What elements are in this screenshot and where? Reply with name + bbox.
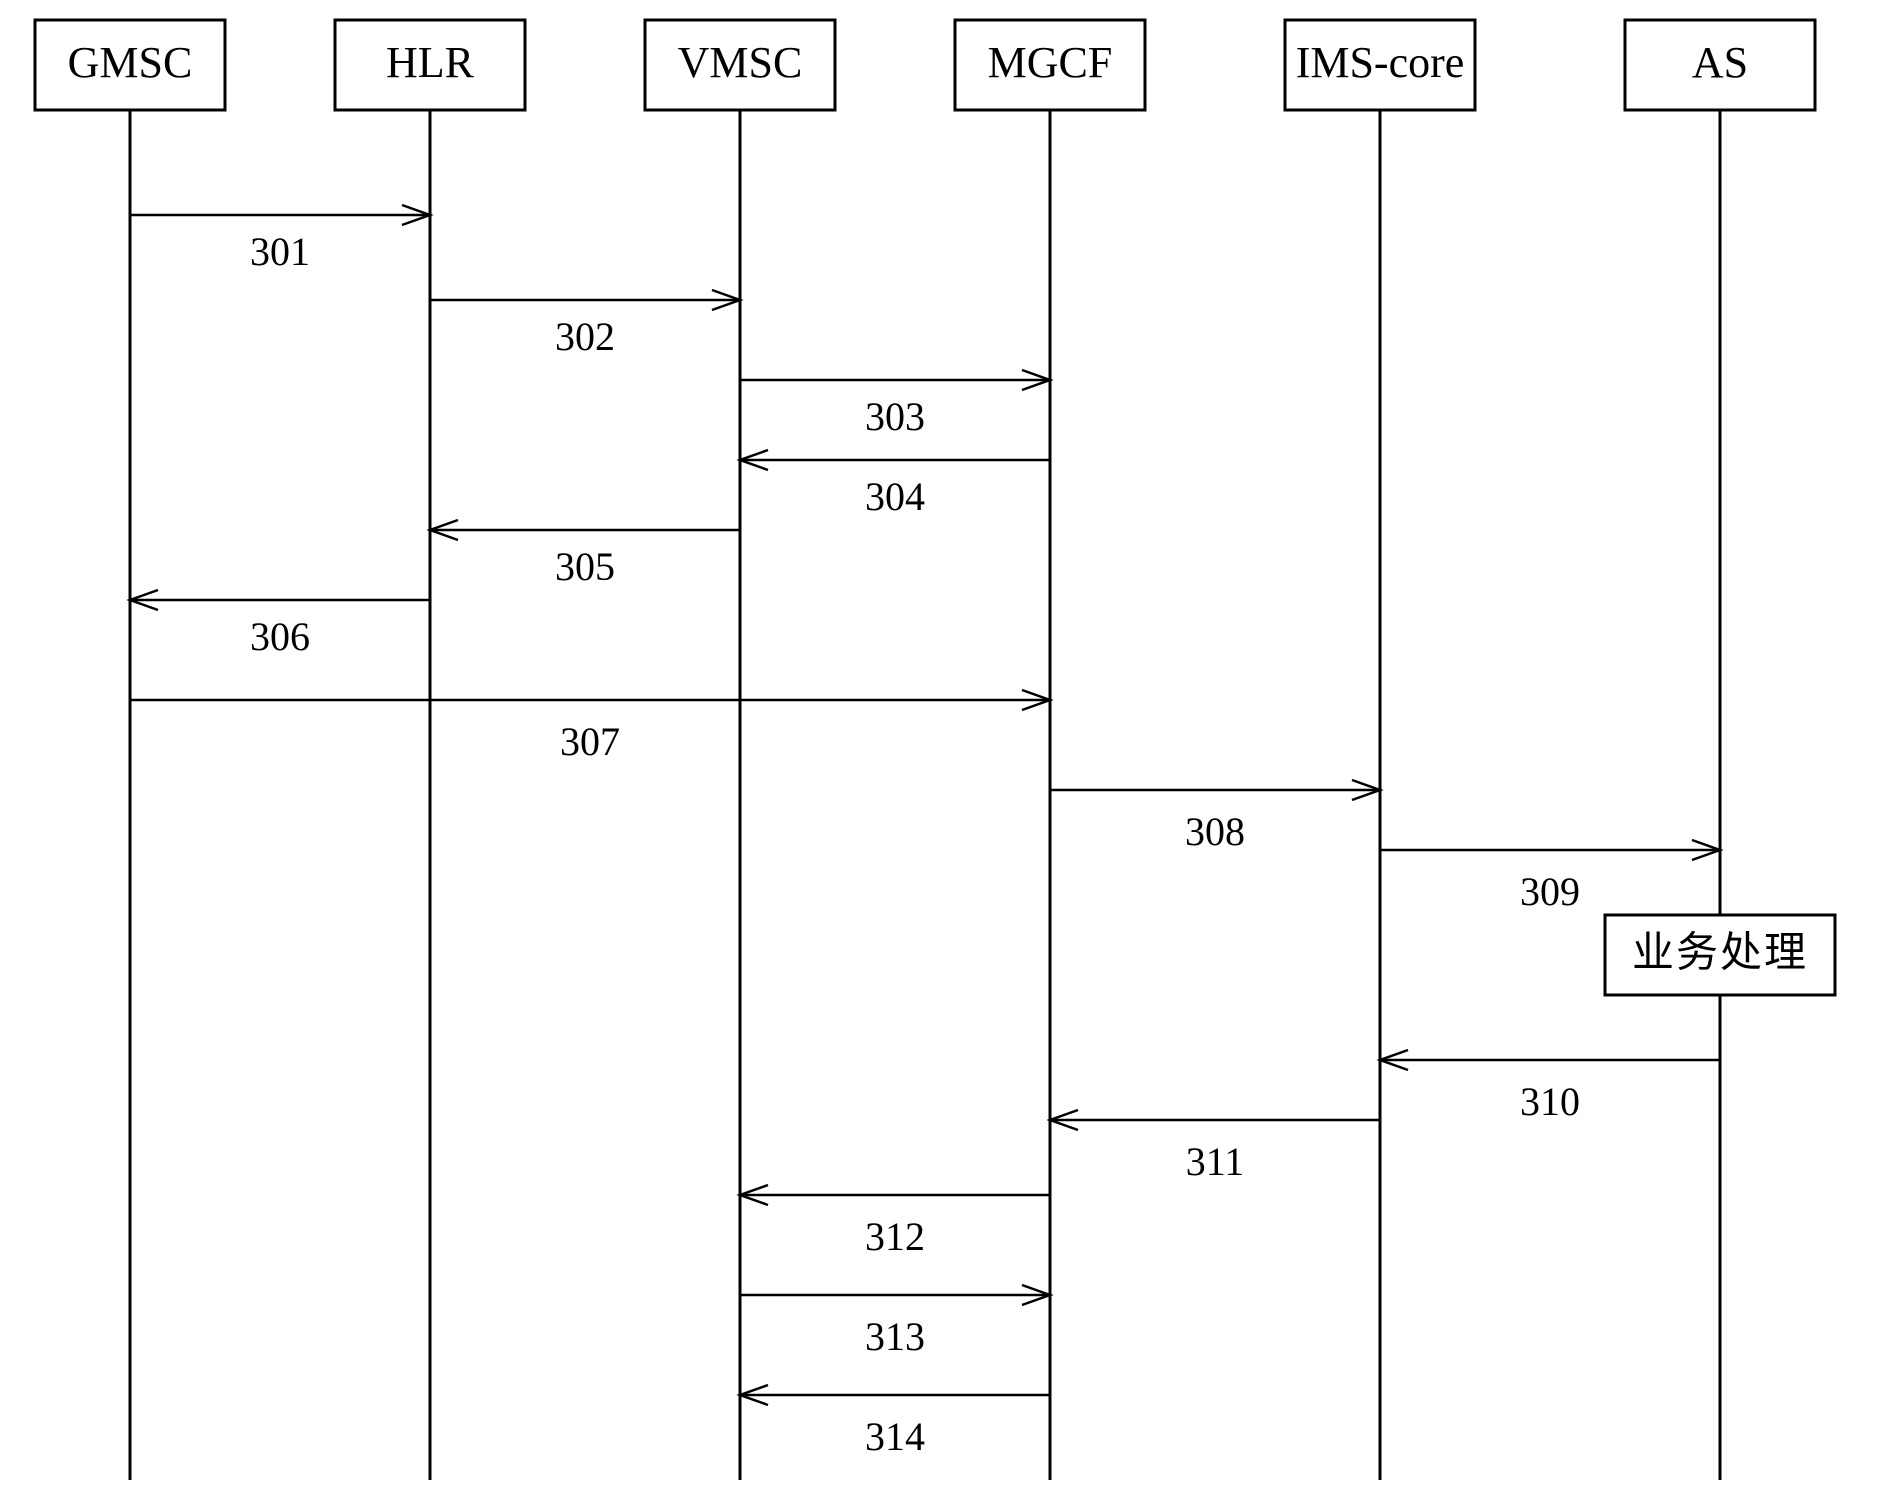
message-302: 302 (430, 290, 740, 359)
message-label-310: 310 (1520, 1079, 1580, 1124)
lifeline-hlr: HLR (335, 20, 525, 1480)
lifeline-imscore: IMS-core (1285, 20, 1475, 1480)
message-label-313: 313 (865, 1314, 925, 1359)
lifeline-vmsc: VMSC (645, 20, 835, 1480)
message-label-301: 301 (250, 229, 310, 274)
message-305: 305 (430, 520, 740, 589)
message-312: 312 (740, 1185, 1050, 1259)
lifeline-label-gmsc: GMSC (68, 38, 193, 87)
message-label-314: 314 (865, 1414, 925, 1459)
message-309: 309 (1380, 840, 1720, 914)
message-label-308: 308 (1185, 809, 1245, 854)
message-304: 304 (740, 450, 1050, 519)
message-306: 306 (130, 590, 430, 659)
lifeline-mgcf: MGCF (955, 20, 1145, 1480)
message-label-312: 312 (865, 1214, 925, 1259)
message-label-305: 305 (555, 544, 615, 589)
message-310: 310 (1380, 1050, 1720, 1124)
process-box: 业务处理 (1605, 915, 1835, 995)
message-314: 314 (740, 1385, 1050, 1459)
lifeline-label-as: AS (1692, 38, 1748, 87)
message-label-309: 309 (1520, 869, 1580, 914)
message-313: 313 (740, 1285, 1050, 1359)
message-label-306: 306 (250, 614, 310, 659)
lifeline-label-mgcf: MGCF (988, 38, 1113, 87)
process-box-label: 业务处理 (1632, 931, 1808, 977)
lifeline-label-vmsc: VMSC (678, 38, 803, 87)
message-311: 311 (1050, 1110, 1380, 1184)
message-308: 308 (1050, 780, 1380, 854)
message-label-304: 304 (865, 474, 925, 519)
lifeline-as: AS (1625, 20, 1815, 1480)
message-307: 307 (130, 690, 1050, 764)
message-303: 303 (740, 370, 1050, 439)
lifeline-label-hlr: HLR (386, 38, 475, 87)
message-label-311: 311 (1186, 1139, 1245, 1184)
message-301: 301 (130, 205, 430, 274)
message-label-307: 307 (560, 719, 620, 764)
message-label-303: 303 (865, 394, 925, 439)
lifeline-label-imscore: IMS-core (1296, 38, 1465, 87)
lifeline-gmsc: GMSC (35, 20, 225, 1480)
message-label-302: 302 (555, 314, 615, 359)
